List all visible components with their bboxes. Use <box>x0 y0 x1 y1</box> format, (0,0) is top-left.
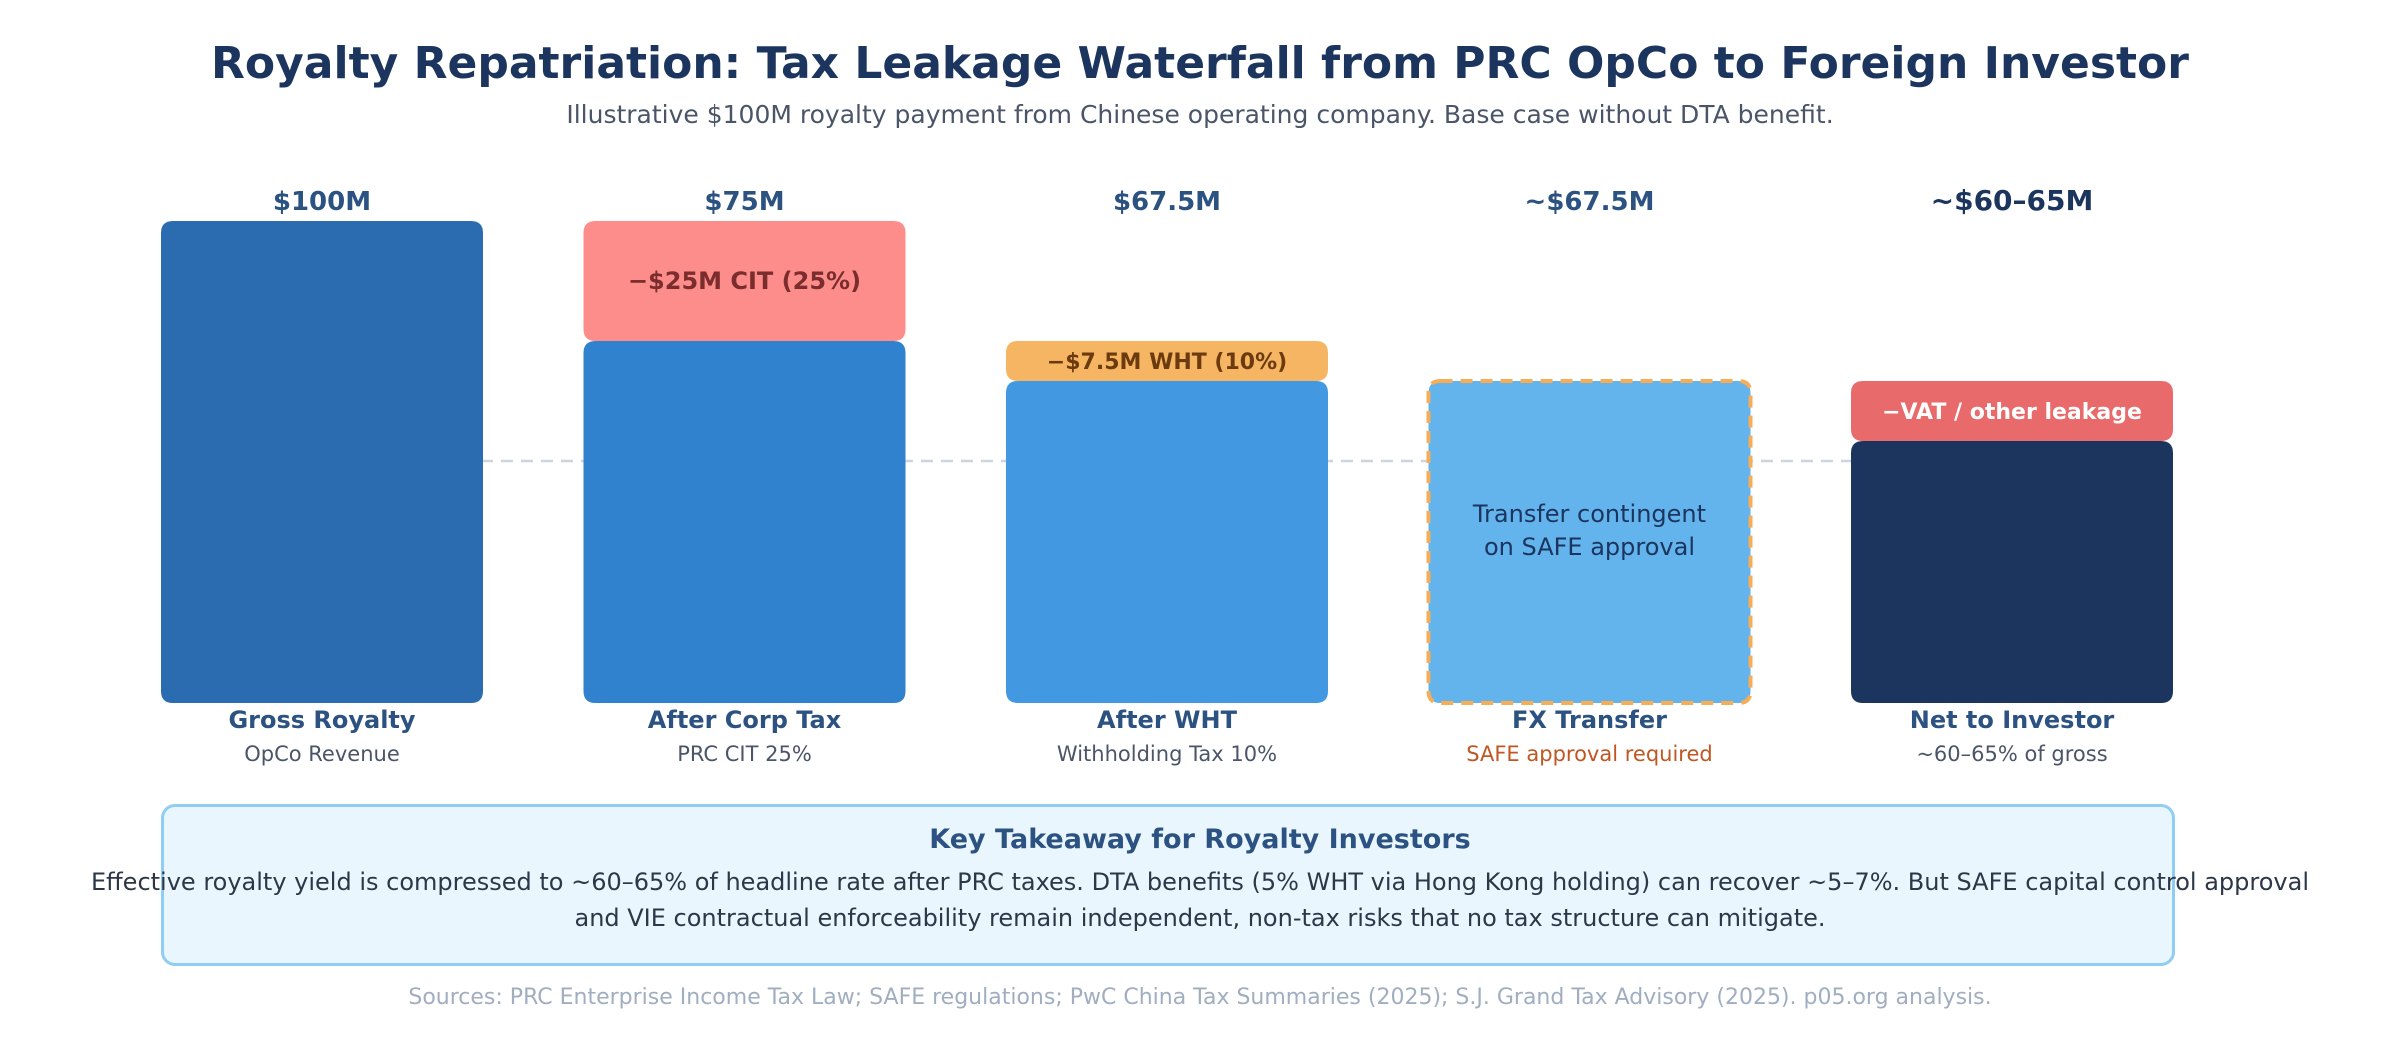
takeaway-body: Effective royalty yield is compressed to… <box>0 864 2400 936</box>
value-label: $100M <box>273 187 371 217</box>
deduction-label: −$7.5M WHT (10%) <box>1047 350 1287 375</box>
category-subtitle: OpCo Revenue <box>244 742 400 766</box>
category-label: Net to Investor <box>1910 706 2115 734</box>
chart-title: Royalty Repatriation: Tax Leakage Waterf… <box>211 38 2189 89</box>
annotation-text: on SAFE approval <box>1484 533 1695 561</box>
takeaway-title: Key Takeaway for Royalty Investors <box>929 824 1471 855</box>
deduction-block <box>583 221 906 341</box>
takeaway-line-2: and VIE contractual enforceability remai… <box>574 904 1826 932</box>
category-subtitle: SAFE approval required <box>1466 742 1712 766</box>
category-label: After WHT <box>1097 706 1238 734</box>
deduction-block <box>1851 381 2173 441</box>
waterfall-chart: $100M Gross Royalty OpCo Revenue −$25M CIT … <box>161 184 2173 766</box>
deduction-label: −VAT / other leakage <box>1882 400 2142 425</box>
bar <box>161 221 483 703</box>
category-label: FX Transfer <box>1512 706 1667 734</box>
sources-note: Sources: PRC Enterprise Income Tax Law; … <box>408 985 1992 1010</box>
deduction-label: −$25M CIT (25%) <box>628 267 861 295</box>
deduction-block <box>1006 341 1328 381</box>
category-subtitle: PRC CIT 25% <box>677 742 812 766</box>
value-label: $75M <box>704 187 784 217</box>
category-label: After Corp Tax <box>648 706 842 734</box>
chart-subtitle: Illustrative $100M royalty payment from … <box>566 100 1834 129</box>
bar <box>583 341 906 703</box>
category-subtitle: Withholding Tax 10% <box>1057 742 1277 766</box>
category-subtitle: ~60–65% of gross <box>1916 742 2107 766</box>
annotation-text: Transfer contingent <box>1472 500 1706 528</box>
bar <box>1426 379 1753 705</box>
value-label: ~$67.5M <box>1525 187 1655 217</box>
bar <box>1851 441 2173 703</box>
takeaway-line-1: Effective royalty yield is compressed to… <box>90 868 2310 896</box>
category-label: Gross Royalty <box>228 706 415 734</box>
value-label: $67.5M <box>1113 187 1221 217</box>
bar <box>1006 381 1328 703</box>
value-label: ~$60–65M <box>1931 184 2094 217</box>
takeaway-box <box>161 804 2175 966</box>
